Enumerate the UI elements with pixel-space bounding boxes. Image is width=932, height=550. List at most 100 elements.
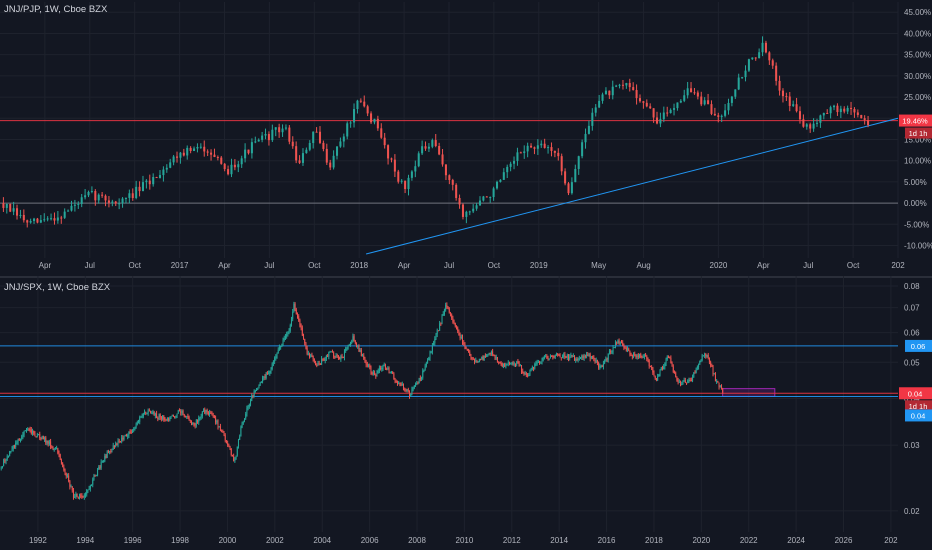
- candle-body: [9, 203, 12, 212]
- candle-body: [640, 354, 642, 358]
- candle-body: [839, 108, 842, 113]
- candle-body: [71, 486, 73, 491]
- top-pane-time-axis[interactable]: Apr Jul Oct 2017 Apr Jul Oct 2018 Apr Jul Oct 2019 M…: [39, 261, 906, 270]
- candle-body: [652, 108, 655, 118]
- candle-body: [587, 354, 589, 356]
- candle-body: [611, 351, 613, 353]
- candle-body: [103, 461, 105, 463]
- candle-body: [394, 379, 396, 381]
- candle-body: [270, 368, 272, 371]
- candle-body: [494, 355, 496, 359]
- candle-body: [730, 96, 733, 103]
- candle-body: [552, 356, 554, 358]
- candle-body: [516, 361, 518, 365]
- candle-body: [421, 146, 424, 154]
- candle-body: [75, 493, 77, 497]
- candle-body: [256, 389, 258, 391]
- candle-body: [233, 164, 236, 168]
- candle-body: [374, 372, 376, 375]
- candle-body: [278, 127, 281, 133]
- candle-body: [87, 489, 89, 491]
- bottom-pane-time-axis[interactable]: 1992 1994 1996 1998 2000 2002 2004 2006 2008 2010…: [29, 536, 898, 545]
- y-tick-label: 0.07: [904, 304, 920, 313]
- bottom-pane-target-zone[interactable]: [722, 388, 776, 397]
- candle-body: [272, 361, 274, 364]
- candle-body: [76, 493, 78, 497]
- candle-body: [431, 140, 434, 147]
- candle-body: [378, 367, 380, 371]
- candle-body: [598, 100, 601, 108]
- candle-body: [342, 356, 344, 358]
- candle-body: [481, 356, 483, 359]
- x-tick-label: 2002: [266, 536, 284, 545]
- top-pane-trendline[interactable]: [365, 117, 899, 255]
- candle-body: [289, 325, 291, 331]
- candle-body: [399, 382, 401, 384]
- candle-body: [398, 382, 400, 384]
- x-tick-label: 2004: [313, 536, 331, 545]
- candle-body: [651, 366, 653, 368]
- candle-body: [47, 440, 49, 444]
- candle-body: [608, 90, 611, 96]
- candle-body: [555, 354, 557, 356]
- x-tick-label: Jul: [444, 261, 454, 270]
- candle-body: [615, 85, 618, 87]
- candle-body: [648, 360, 650, 367]
- candle-body: [321, 358, 323, 365]
- candle-body: [162, 415, 164, 419]
- candle-body: [128, 431, 130, 436]
- candle-body: [309, 353, 311, 357]
- candle-body: [658, 374, 660, 377]
- resistance-label: 0.06: [911, 342, 926, 351]
- candle-body: [33, 430, 35, 434]
- candle-body: [526, 145, 529, 152]
- candle-body: [311, 354, 313, 356]
- candle-body: [386, 368, 388, 370]
- candle-body: [19, 214, 22, 216]
- candle-body: [10, 450, 12, 452]
- x-tick-label: 2014: [550, 536, 568, 545]
- candle-body: [16, 442, 18, 444]
- candle-body: [38, 433, 40, 435]
- candle-body: [217, 421, 219, 428]
- candle-body: [7, 455, 9, 457]
- candle-body: [261, 135, 264, 140]
- candle-body: [557, 354, 559, 356]
- candle-body: [248, 404, 250, 407]
- candle-body: [690, 88, 693, 93]
- candle-body: [558, 354, 560, 356]
- trendline[interactable]: [365, 117, 899, 255]
- candle-body: [659, 370, 661, 375]
- candle-body: [245, 413, 247, 419]
- candle-body: [596, 360, 598, 364]
- candle-body: [194, 424, 196, 426]
- candle-body: [282, 340, 284, 346]
- candle-body: [449, 312, 451, 315]
- candle-body: [165, 167, 168, 170]
- candle-body: [698, 364, 700, 367]
- candle-body: [231, 454, 233, 456]
- candle-body: [84, 195, 87, 198]
- candle-body: [73, 204, 76, 206]
- candle-body: [591, 112, 594, 126]
- candle-body: [446, 305, 448, 307]
- candle-body: [319, 363, 321, 365]
- candle-body: [119, 441, 121, 443]
- candle-body: [264, 134, 267, 136]
- candle-body: [12, 208, 15, 212]
- candle-body: [111, 449, 113, 452]
- target-zone-box[interactable]: [722, 388, 776, 397]
- candle-body: [622, 342, 624, 346]
- x-tick-label: 2020: [692, 536, 710, 545]
- candle-body: [649, 106, 652, 109]
- candle-body: [324, 358, 326, 361]
- candle-body: [4, 460, 6, 462]
- candle-body: [652, 367, 654, 373]
- candle-body: [478, 200, 482, 206]
- candle-body: [586, 354, 588, 357]
- candle-body: [616, 342, 618, 344]
- candle-body: [694, 372, 696, 374]
- candle-body: [60, 459, 62, 463]
- candle-body: [138, 421, 140, 423]
